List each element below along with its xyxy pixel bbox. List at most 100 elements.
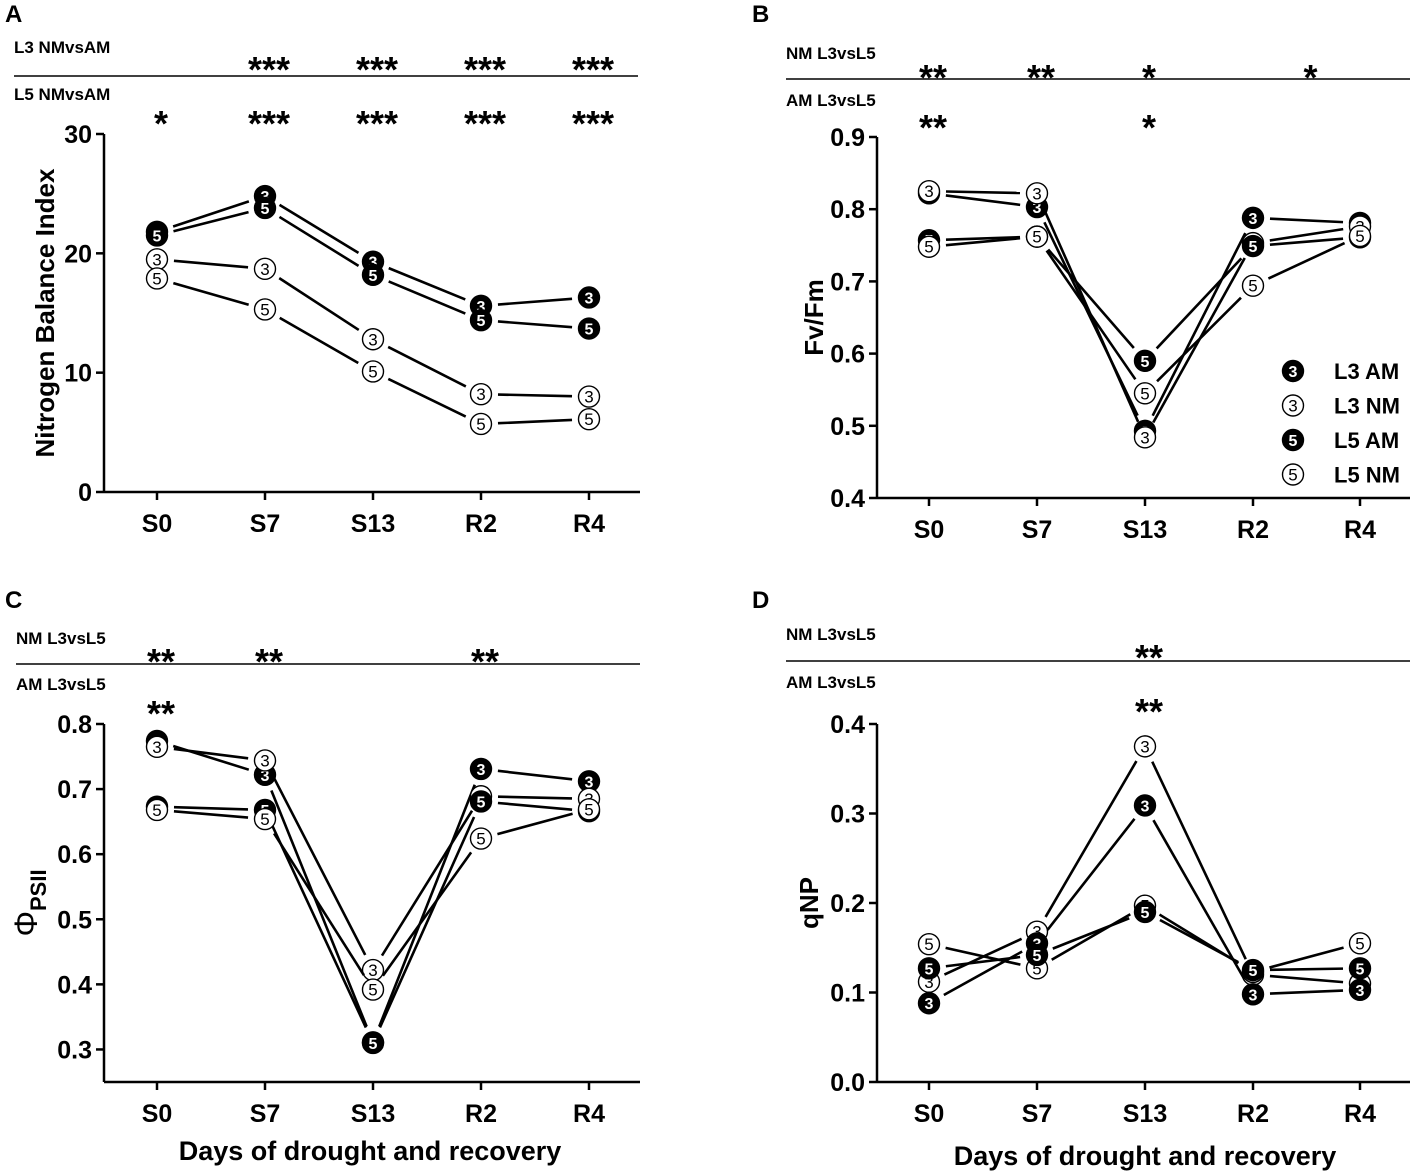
data-point-marker: 3 [1133,794,1157,817]
marker-circle [361,263,385,287]
series-line-segment [945,236,1021,247]
marker-symbol: 5 [924,238,933,257]
x-tick-label: S7 [1022,516,1053,544]
data-point-marker: 5 [361,263,385,287]
series-line-segment [173,747,249,760]
series-line-segment [497,795,573,800]
marker-symbol: 5 [585,322,594,339]
series-line-segment [1152,819,1246,981]
series-line-segment [1269,227,1344,242]
x-tick-label: S0 [914,1100,945,1128]
marker-symbol: 5 [476,415,485,434]
series-line-segment [497,769,573,781]
marker-symbol: 3 [584,388,593,407]
series-line-segment [1151,232,1247,417]
y-axis-label: ΦPSII [8,869,51,936]
marker-circle [1241,983,1265,1006]
legend-marker [1281,394,1305,417]
legend-item: 3 L3 NM [1281,394,1400,419]
series-line-segment [1051,913,1131,961]
legend-marker-symbol: 5 [1289,433,1298,450]
marker-symbol: 5 [153,228,162,245]
marker-circle [1133,349,1157,373]
marker-symbol: 5 [260,810,269,829]
marker-circle [1133,426,1157,449]
y-tick-label: 0.4 [57,971,92,999]
significance-mark: *** [572,103,614,144]
marker-symbol: 3 [585,290,594,307]
panel-d: D NM L3vsL5 ** AM L3vsL5 ** 0.0 0.1 0.2 0.3 0.4 S0… [752,587,1410,1171]
marker-symbol: 3 [369,255,378,272]
data-point-marker: 3 [917,179,941,203]
data-point-marker: 5 [577,798,601,821]
marker-circle [1348,224,1372,248]
significance-mark: *** [356,103,398,144]
significance-label: NM L3vsL5 [786,625,876,644]
series-line-segment [173,810,249,819]
series-line-segment [1269,974,1344,984]
marker-symbol: 5 [152,801,161,820]
y-tick-label: 0.5 [830,413,865,441]
series-line-segment [278,203,360,254]
series-l5-am: 5 5 5 5 5 [917,225,1372,373]
data-point-marker: 3 [361,958,385,982]
data-point-marker: 3 [1133,735,1157,758]
marker-circle [1348,957,1372,980]
data-point-marker: 5 [469,412,493,436]
y-axis-label: Nitrogen Balance Index [30,168,60,457]
series-line-segment [270,790,368,1028]
marker-circle [361,360,385,383]
series-line-segment [278,277,360,332]
y-tick-label: 0.1 [830,980,865,1008]
panel-letter-c: C [5,587,22,614]
significance-mark: *** [248,49,290,90]
x-tick-label: S7 [1022,1100,1053,1128]
data-point-marker: 3 [917,992,941,1015]
marker-symbol: 3 [1141,798,1150,815]
legend-label: L5 AM [1334,428,1399,453]
marker-symbol: 5 [152,269,161,288]
marker-circle [1241,234,1265,258]
marker-symbol: 3 [1032,184,1041,203]
significance-mark: * [1142,57,1156,98]
significance-mark: *** [464,49,506,90]
marker-symbol: 5 [369,1036,378,1053]
marker-symbol: 3 [585,774,594,791]
data-point-marker: 3 [1025,182,1049,205]
marker-symbol: 5 [925,961,934,978]
series-line-segment [381,851,473,977]
y-tick-label: 30 [64,121,92,149]
significance-mark: ** [471,641,499,682]
marker-circle [361,978,385,1001]
series-line-segment [380,810,474,957]
marker-circle [253,807,277,831]
marker-circle [1133,794,1157,817]
marker-symbol: 3 [1356,983,1365,1000]
data-point-marker: 3 [253,257,277,281]
series-line-segment [1267,241,1346,280]
series-line-segment [945,194,1021,207]
significance-mark: ** [147,693,175,734]
marker-symbol: 5 [1141,905,1150,922]
series-l5-nm: 5 5 5 5 5 [917,224,1372,405]
series-line-segment [497,297,573,306]
marker-symbol: 5 [369,268,378,285]
marker-circle [917,235,941,258]
data-point-marker: 5 [1348,932,1372,955]
data-point-marker: 3 [577,385,601,408]
marker-circle [469,827,493,850]
marker-symbol: 5 [368,981,377,1000]
panel-letter-b: B [752,1,769,28]
series-line-segment [1045,249,1137,381]
panel-a: AL3 NMvsAM*** *** *** ***L5 NMvsAM* *** *** **… [5,1,640,538]
x-tick-label: R4 [573,1100,605,1128]
significance-label: L5 NMvsAM [14,85,110,104]
data-point-marker: 5 [253,298,277,321]
series-line-segment [497,418,573,425]
marker-symbol: 5 [1033,948,1042,965]
marker-symbol: 3 [152,250,161,269]
marker-circle [1241,274,1265,297]
